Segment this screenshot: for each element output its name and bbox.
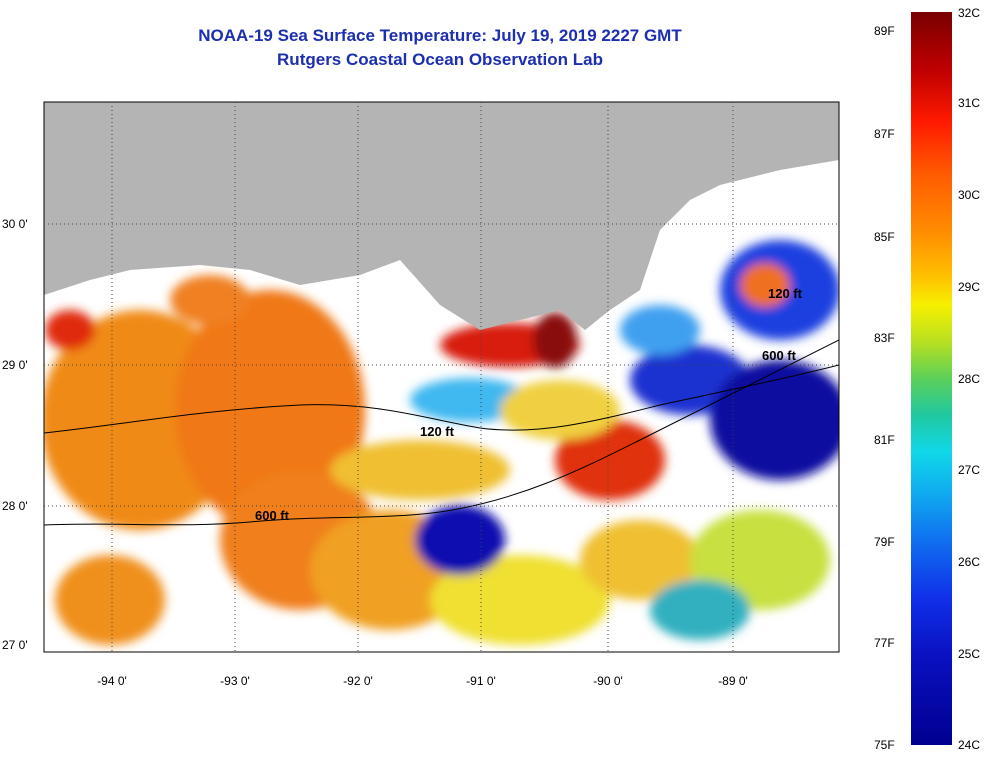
colorbar-f-label: 87F xyxy=(874,127,895,141)
colorbar-c-label: 26C xyxy=(958,555,981,569)
colorbar-c-label: 30C xyxy=(958,188,981,202)
lon-label: -92 0' xyxy=(343,674,373,688)
contour-label: 600 ft xyxy=(255,508,290,523)
colorbar-c-label: 28C xyxy=(958,372,981,386)
colorbar-f-label: 77F xyxy=(874,636,895,650)
lon-label: -90 0' xyxy=(593,674,623,688)
map-field xyxy=(44,102,839,652)
contour-120ft xyxy=(44,364,839,434)
colorbar-f-label: 83F xyxy=(874,331,895,345)
temperature-patches xyxy=(44,177,839,645)
colorbar-f-label: 75F xyxy=(874,738,895,752)
colorbar-f-label: 79F xyxy=(874,535,895,549)
lat-label: 27 0' xyxy=(2,638,28,652)
colorbar-f-label: 81F xyxy=(874,433,895,447)
lon-label: -93 0' xyxy=(220,674,250,688)
contour-label: 120 ft xyxy=(420,424,455,439)
map-frame xyxy=(43,101,840,653)
graticule xyxy=(44,102,839,652)
colorbar-c-label: 24C xyxy=(958,738,981,752)
map-subtitle: Rutgers Coastal Ocean Observation Lab xyxy=(277,50,603,69)
contour-600ft xyxy=(44,339,839,526)
colorbar-c-label: 32C xyxy=(958,6,981,20)
colorbar-c-label: 25C xyxy=(958,647,981,661)
lat-label: 30 0' xyxy=(2,217,28,231)
temperature-colorbar xyxy=(911,12,952,745)
colorbar-f-label: 89F xyxy=(874,24,895,38)
lon-label: -91 0' xyxy=(466,674,496,688)
lon-label: -94 0' xyxy=(97,674,127,688)
sst-map: 120 ft 600 ft 600 ft 120 ft xyxy=(43,101,840,653)
colorbar-c-label: 31C xyxy=(958,96,981,110)
map-title: NOAA-19 Sea Surface Temperature: July 19… xyxy=(198,26,682,45)
lat-label: 29 0' xyxy=(2,358,28,372)
colorbar-c-label: 27C xyxy=(958,463,981,477)
colorbar-c-label: 29C xyxy=(958,280,981,294)
colorbar-f-label: 85F xyxy=(874,230,895,244)
contour-label: 600 ft xyxy=(762,348,797,363)
lon-label: -89 0' xyxy=(718,674,748,688)
lat-label: 28 0' xyxy=(2,499,28,513)
contour-label: 120 ft xyxy=(768,286,803,301)
land-mass xyxy=(44,102,839,330)
